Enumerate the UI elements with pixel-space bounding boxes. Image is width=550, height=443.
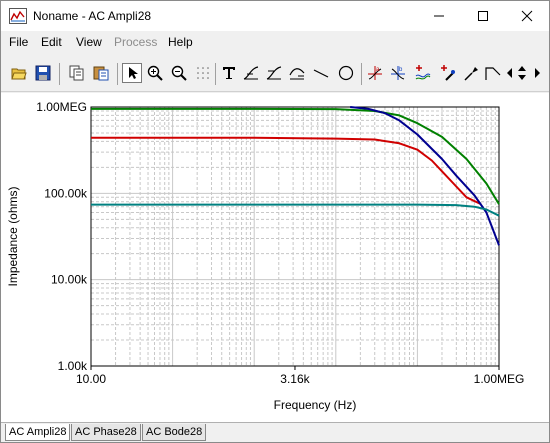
- zoom-out-button[interactable]: [169, 63, 189, 83]
- toolbar: a b: [1, 55, 549, 92]
- menu-file[interactable]: File: [9, 35, 29, 49]
- line-tool-icon: [313, 69, 329, 78]
- menu-edit[interactable]: Edit: [41, 35, 62, 49]
- menu-bar: File Edit View Process Help: [1, 31, 549, 53]
- edit-curve-button[interactable]: [483, 63, 503, 83]
- impedance-chart[interactable]: 10.00 3.16k 1.00MEG 1.00MEG 100.00k 10.00k 1.0…: [1, 93, 549, 422]
- toolbar-separator: [117, 63, 118, 85]
- text-tool-button[interactable]: [219, 63, 239, 83]
- x-tick-label: 3.16k: [280, 372, 310, 386]
- save-button[interactable]: [33, 63, 53, 83]
- marker-icon: [441, 65, 455, 81]
- curve-tool-c-button[interactable]: [287, 63, 307, 83]
- zoom-in-icon: [147, 65, 163, 81]
- y-axis-label: Impedance (ohms): [6, 186, 20, 286]
- open-button[interactable]: [9, 63, 29, 83]
- edit-curve-icon: [485, 67, 501, 80]
- nav-updown-button[interactable]: [515, 63, 529, 83]
- marker-button[interactable]: [438, 63, 458, 83]
- cursor-b-button[interactable]: b: [388, 63, 408, 83]
- paste-button[interactable]: [91, 63, 111, 83]
- series-line-1: [91, 107, 500, 205]
- copy-icon: [69, 65, 84, 81]
- curve-tool-a-icon: [243, 66, 259, 80]
- grid-button[interactable]: [193, 63, 213, 83]
- cursor-b-icon: b: [391, 66, 405, 80]
- save-disk-icon: [35, 65, 51, 81]
- nav-left-icon: [507, 68, 512, 78]
- y-tick-label: 10.00k: [51, 273, 88, 287]
- menu-help[interactable]: Help: [168, 35, 193, 49]
- curve-tool-b-button[interactable]: [264, 63, 284, 83]
- add-curve-button[interactable]: [413, 63, 433, 83]
- probe-button[interactable]: [461, 63, 481, 83]
- pointer-button[interactable]: [122, 63, 142, 83]
- tab-ac-phase28[interactable]: AC Phase28: [71, 424, 141, 441]
- circle-tool-icon: [338, 65, 354, 81]
- x-axis-label: Frequency (Hz): [274, 398, 357, 412]
- tab-ac-ampli28[interactable]: AC Ampli28: [5, 424, 71, 441]
- dotted-grid-icon: [197, 67, 209, 79]
- menu-process[interactable]: Process: [114, 35, 158, 49]
- toolbar-separator: [215, 63, 216, 85]
- open-folder-icon: [11, 68, 27, 80]
- probe-icon: [464, 67, 478, 81]
- pointer-icon: [129, 67, 138, 79]
- curve-tool-b-icon: [266, 66, 282, 80]
- zoom-out-icon: [171, 65, 187, 81]
- plot-frame: [90, 106, 500, 367]
- tab-ac-bode28[interactable]: AC Bode28: [142, 424, 207, 441]
- tab-bar: AC Ampli28 AC Phase28 AC Bode28: [1, 422, 549, 442]
- circle-tool-button[interactable]: [336, 63, 356, 83]
- title-bar[interactable]: Noname - AC Ampli28: [1, 1, 549, 31]
- curve-tool-a-button[interactable]: [241, 63, 261, 83]
- series-line-3: [350, 106, 500, 246]
- nav-right-button[interactable]: [531, 63, 543, 83]
- maximize-icon: [478, 11, 488, 21]
- cursor-a-button[interactable]: a: [365, 63, 385, 83]
- maximize-button[interactable]: [461, 1, 505, 31]
- minimize-icon: [434, 15, 444, 17]
- svg-text:a: a: [376, 67, 380, 73]
- add-curve-icon: [415, 65, 431, 80]
- nav-updown-icon: [518, 66, 526, 80]
- y-tick-label: 1.00k: [58, 359, 88, 373]
- cursor-a-icon: a: [368, 66, 382, 80]
- plot-area[interactable]: 10.00 3.16k 1.00MEG 1.00MEG 100.00k 10.00k 1.0…: [1, 93, 549, 422]
- nav-left-button[interactable]: [504, 63, 516, 83]
- series-line-4: [91, 203, 500, 217]
- text-tool-icon: [223, 67, 235, 79]
- paste-icon: [93, 66, 109, 81]
- zoom-in-button[interactable]: [145, 63, 165, 83]
- toolbar-separator: [59, 63, 60, 85]
- curve-tool-c-icon: [289, 68, 305, 80]
- copy-button[interactable]: [67, 63, 87, 83]
- window-title: Noname - AC Ampli28: [33, 9, 152, 23]
- close-icon: [521, 10, 533, 22]
- menu-view[interactable]: View: [76, 35, 102, 49]
- close-button[interactable]: [505, 1, 549, 31]
- svg-text:b: b: [399, 67, 403, 73]
- x-tick-label: 1.00MEG: [474, 372, 525, 386]
- toolbar-separator: [361, 63, 362, 85]
- nav-right-icon: [535, 68, 540, 78]
- y-tick-label: 100.00k: [44, 186, 88, 200]
- chart-app-icon: [9, 8, 27, 24]
- y-tick-label: 1.00MEG: [36, 100, 87, 114]
- series-line-2: [91, 136, 482, 206]
- x-tick-label: 10.00: [76, 372, 106, 386]
- line-tool-button[interactable]: [311, 63, 331, 83]
- minimize-button[interactable]: [417, 1, 461, 31]
